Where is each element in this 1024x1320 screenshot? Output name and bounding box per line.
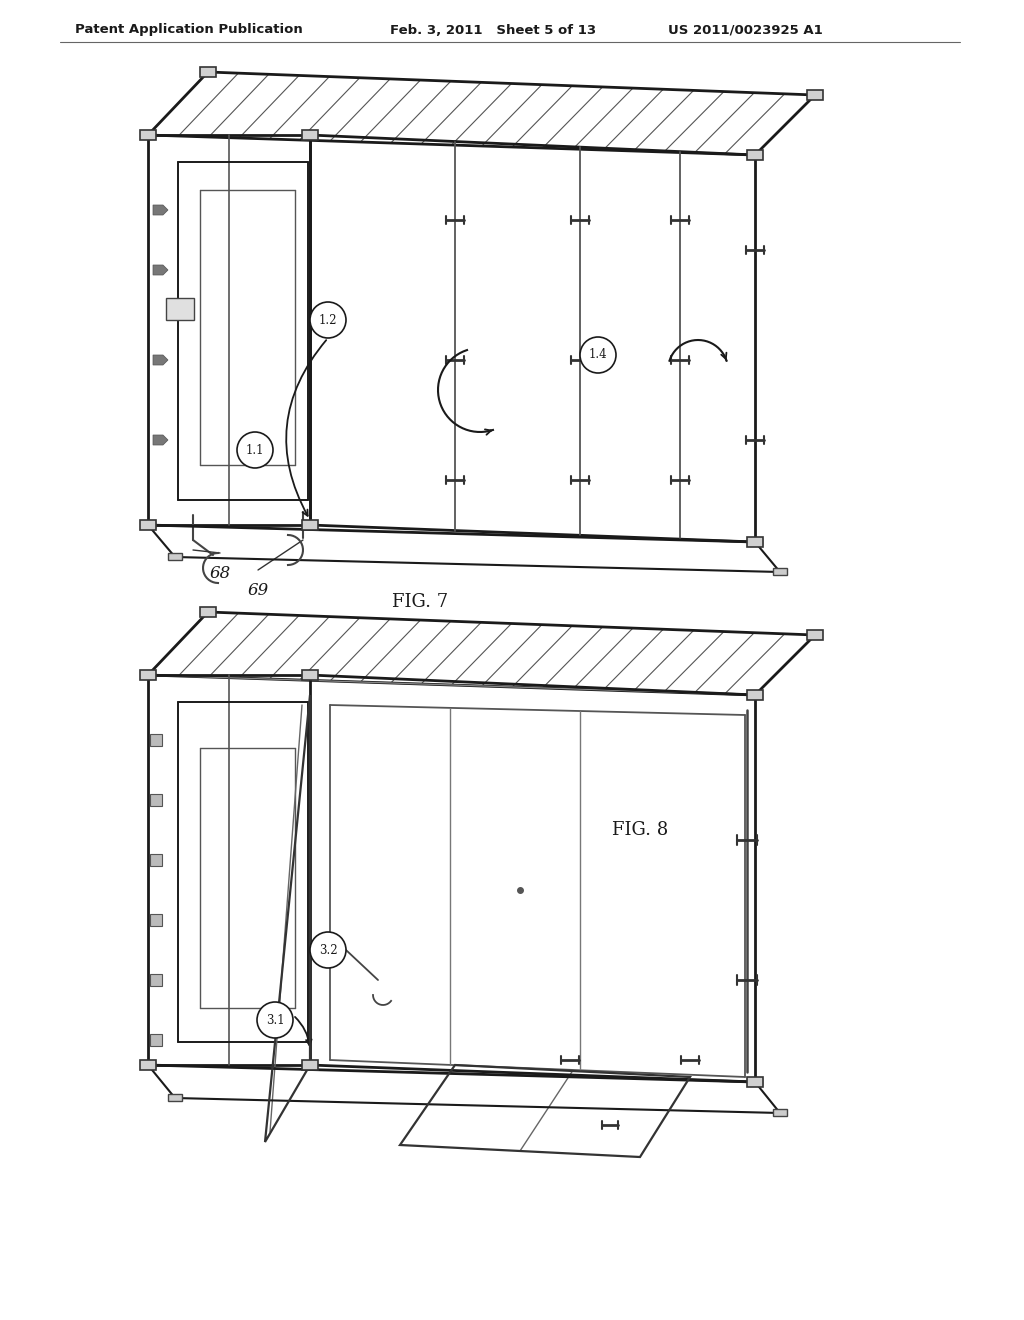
Text: US 2011/0023925 A1: US 2011/0023925 A1 xyxy=(668,24,822,37)
Bar xyxy=(807,630,823,640)
Bar xyxy=(150,854,162,866)
Bar xyxy=(150,734,162,746)
Text: FIG. 7: FIG. 7 xyxy=(392,593,449,611)
Bar xyxy=(748,1078,762,1085)
Bar xyxy=(200,67,216,77)
Bar xyxy=(302,671,318,680)
Bar xyxy=(807,90,823,100)
Text: 1.4: 1.4 xyxy=(589,348,607,362)
FancyArrow shape xyxy=(153,265,168,275)
Bar xyxy=(773,1109,787,1115)
Text: 1.2: 1.2 xyxy=(318,314,337,326)
Text: 3.2: 3.2 xyxy=(318,944,337,957)
Bar xyxy=(140,671,156,680)
Circle shape xyxy=(310,302,346,338)
Bar xyxy=(150,974,162,986)
Bar xyxy=(166,298,194,319)
Text: FIG. 8: FIG. 8 xyxy=(612,821,668,840)
FancyArrow shape xyxy=(153,205,168,215)
Bar xyxy=(150,913,162,927)
Circle shape xyxy=(310,932,346,968)
FancyArrow shape xyxy=(153,436,168,445)
Bar xyxy=(302,129,318,140)
Bar xyxy=(168,553,182,560)
Bar xyxy=(746,150,763,160)
Bar xyxy=(746,537,763,546)
Bar xyxy=(748,539,762,545)
Text: Feb. 3, 2011   Sheet 5 of 13: Feb. 3, 2011 Sheet 5 of 13 xyxy=(390,24,596,37)
Bar xyxy=(150,795,162,807)
Bar xyxy=(302,520,318,531)
Bar xyxy=(140,520,156,531)
Bar xyxy=(140,129,156,140)
Bar xyxy=(141,521,155,528)
Bar xyxy=(141,1061,155,1068)
Text: 3.1: 3.1 xyxy=(265,1014,285,1027)
Bar xyxy=(773,568,787,576)
Text: 68: 68 xyxy=(210,565,231,582)
Bar xyxy=(200,607,216,616)
Bar xyxy=(140,1060,156,1071)
Text: Patent Application Publication: Patent Application Publication xyxy=(75,24,303,37)
Bar xyxy=(302,1060,318,1071)
Circle shape xyxy=(580,337,616,374)
FancyArrow shape xyxy=(153,355,168,366)
Bar xyxy=(746,690,763,700)
Text: 1.1: 1.1 xyxy=(246,444,264,457)
Circle shape xyxy=(257,1002,293,1038)
Bar xyxy=(150,1034,162,1045)
Circle shape xyxy=(237,432,273,469)
Text: 69: 69 xyxy=(248,582,269,599)
Bar xyxy=(168,1094,182,1101)
Bar xyxy=(746,1077,763,1086)
